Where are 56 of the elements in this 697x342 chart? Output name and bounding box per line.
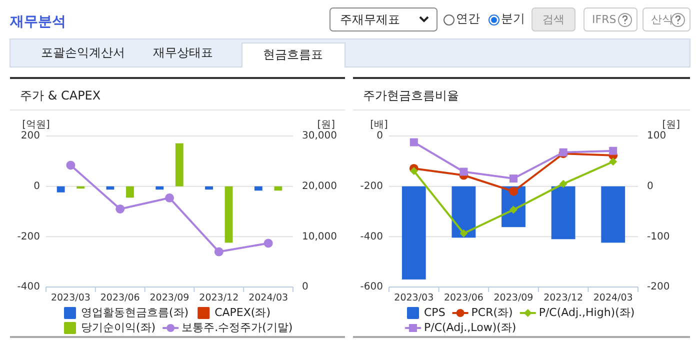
y2-tick-label: 30,000 xyxy=(302,130,337,142)
x-tick-label: 2023/03 xyxy=(50,292,90,304)
y2-tick-label: 20,000 xyxy=(302,181,337,192)
y2-tick-label: 10,000 xyxy=(302,231,337,242)
chart-title: 주가 & CAPEX xyxy=(20,88,101,102)
y2-tick-label: -200 xyxy=(647,282,670,293)
point xyxy=(264,238,273,248)
y-tick-label: -200 xyxy=(360,181,383,192)
y-tick-label: 0 xyxy=(34,181,40,192)
x-tick-label: 2023/12 xyxy=(544,292,584,304)
y2-tick-label: 100 xyxy=(647,130,666,142)
legend-label: CPS xyxy=(424,306,446,320)
y-tick-label: -600 xyxy=(360,282,383,293)
y-tick-label: -400 xyxy=(360,231,383,242)
y2-tick-label: 0 xyxy=(647,181,654,192)
y-tick-label: -200 xyxy=(17,231,40,242)
x-tick-label: 2023/06 xyxy=(100,292,140,304)
point xyxy=(609,146,618,155)
legend-label: 영업활동현금흐름(좌) xyxy=(81,306,189,320)
point xyxy=(609,158,618,166)
y-tick-label: 200 xyxy=(20,130,40,142)
y2-tick-label: -100 xyxy=(647,231,670,242)
x-tick-label: 2024/03 xyxy=(593,292,633,304)
legend-label: 보통주.수정주가(기말) xyxy=(182,321,293,334)
x-tick-label: 2024/03 xyxy=(248,292,288,304)
y2-axis-title: [원] xyxy=(317,120,336,131)
point xyxy=(510,174,518,183)
legend-label: P/C(Adj.,High)(좌) xyxy=(538,306,635,320)
point xyxy=(510,206,518,214)
header: 재무분석 주재무제표 연간 분기 검색 IFRS 산식 포괄손익계산서 재무상태표 현금흐름표 xyxy=(10,8,690,68)
y-tick-label: -400 xyxy=(17,282,40,293)
y-tick-label: 0 xyxy=(376,130,383,142)
y-axis-title: [배] xyxy=(370,120,388,131)
x-tick-label: 2023/06 xyxy=(444,292,484,304)
point xyxy=(509,186,518,196)
x-tick-label: 2023/12 xyxy=(199,292,239,304)
point xyxy=(410,166,418,175)
x-tick-label: 2023/09 xyxy=(494,292,534,304)
y2-tick-label: 0 xyxy=(302,282,308,293)
point xyxy=(66,160,76,170)
y2-axis-title: [원] xyxy=(662,120,680,131)
point xyxy=(214,247,224,256)
legend-label: CAPEX(좌) xyxy=(214,306,271,320)
x-tick-label: 2023/09 xyxy=(150,292,190,304)
point xyxy=(460,168,468,176)
chart-title: 주가현금흐름비율 xyxy=(363,88,459,102)
legend-label: PCR(좌) xyxy=(471,306,513,320)
legend-label: P/C(Adj.,Low)(좌) xyxy=(424,321,516,334)
y-axis-title: [억원] xyxy=(22,120,50,131)
point xyxy=(559,180,568,188)
point xyxy=(116,204,125,214)
point xyxy=(165,193,174,202)
legend-label: 당기순이익(좌) xyxy=(81,321,156,334)
x-tick-label: 2023/03 xyxy=(394,292,434,304)
point xyxy=(410,138,418,146)
point xyxy=(460,229,468,238)
